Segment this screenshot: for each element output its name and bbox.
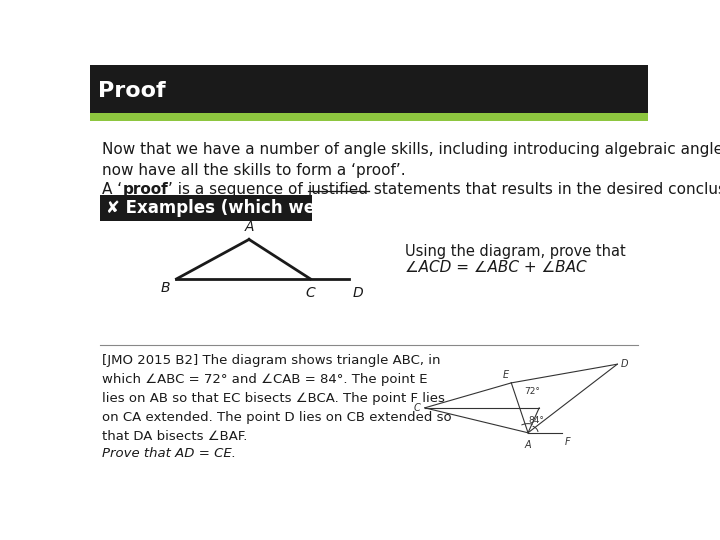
Text: D: D xyxy=(621,359,628,369)
FancyBboxPatch shape xyxy=(100,195,312,221)
Text: Proof: Proof xyxy=(99,81,166,101)
Text: 72°: 72° xyxy=(525,387,541,396)
Text: A: A xyxy=(525,440,531,450)
Text: justified: justified xyxy=(307,182,369,197)
Text: proof: proof xyxy=(122,182,168,197)
Text: D: D xyxy=(353,286,364,300)
Text: Prove that AD = CE.: Prove that AD = CE. xyxy=(102,447,236,460)
FancyBboxPatch shape xyxy=(90,65,648,114)
Text: Now that we have a number of angle skills, including introducing algebraic angle: Now that we have a number of angle skill… xyxy=(102,141,720,178)
FancyBboxPatch shape xyxy=(90,113,648,121)
Text: F: F xyxy=(565,437,570,447)
Text: A ‘: A ‘ xyxy=(102,182,122,197)
Text: Using the diagram, prove that: Using the diagram, prove that xyxy=(405,245,626,259)
Text: E: E xyxy=(503,369,508,380)
Text: C: C xyxy=(305,286,315,300)
Text: ’ is a sequence of: ’ is a sequence of xyxy=(168,182,307,197)
Text: 84°: 84° xyxy=(528,416,544,425)
Text: ✘ Examples (which we’ll do later): ✘ Examples (which we’ll do later) xyxy=(106,199,419,217)
Text: C: C xyxy=(413,403,420,413)
Text: [JMO 2015 B2] The diagram shows triangle ABC, in
which ∠ABC = 72° and ∠CAB = 84°: [JMO 2015 B2] The diagram shows triangle… xyxy=(102,354,452,443)
Text: ∠ACD = ∠ABC + ∠BAC: ∠ACD = ∠ABC + ∠BAC xyxy=(405,260,587,275)
Text: statements that results in the desired conclusion.: statements that results in the desired c… xyxy=(369,182,720,197)
Text: B: B xyxy=(161,281,170,295)
Text: A: A xyxy=(244,220,253,234)
